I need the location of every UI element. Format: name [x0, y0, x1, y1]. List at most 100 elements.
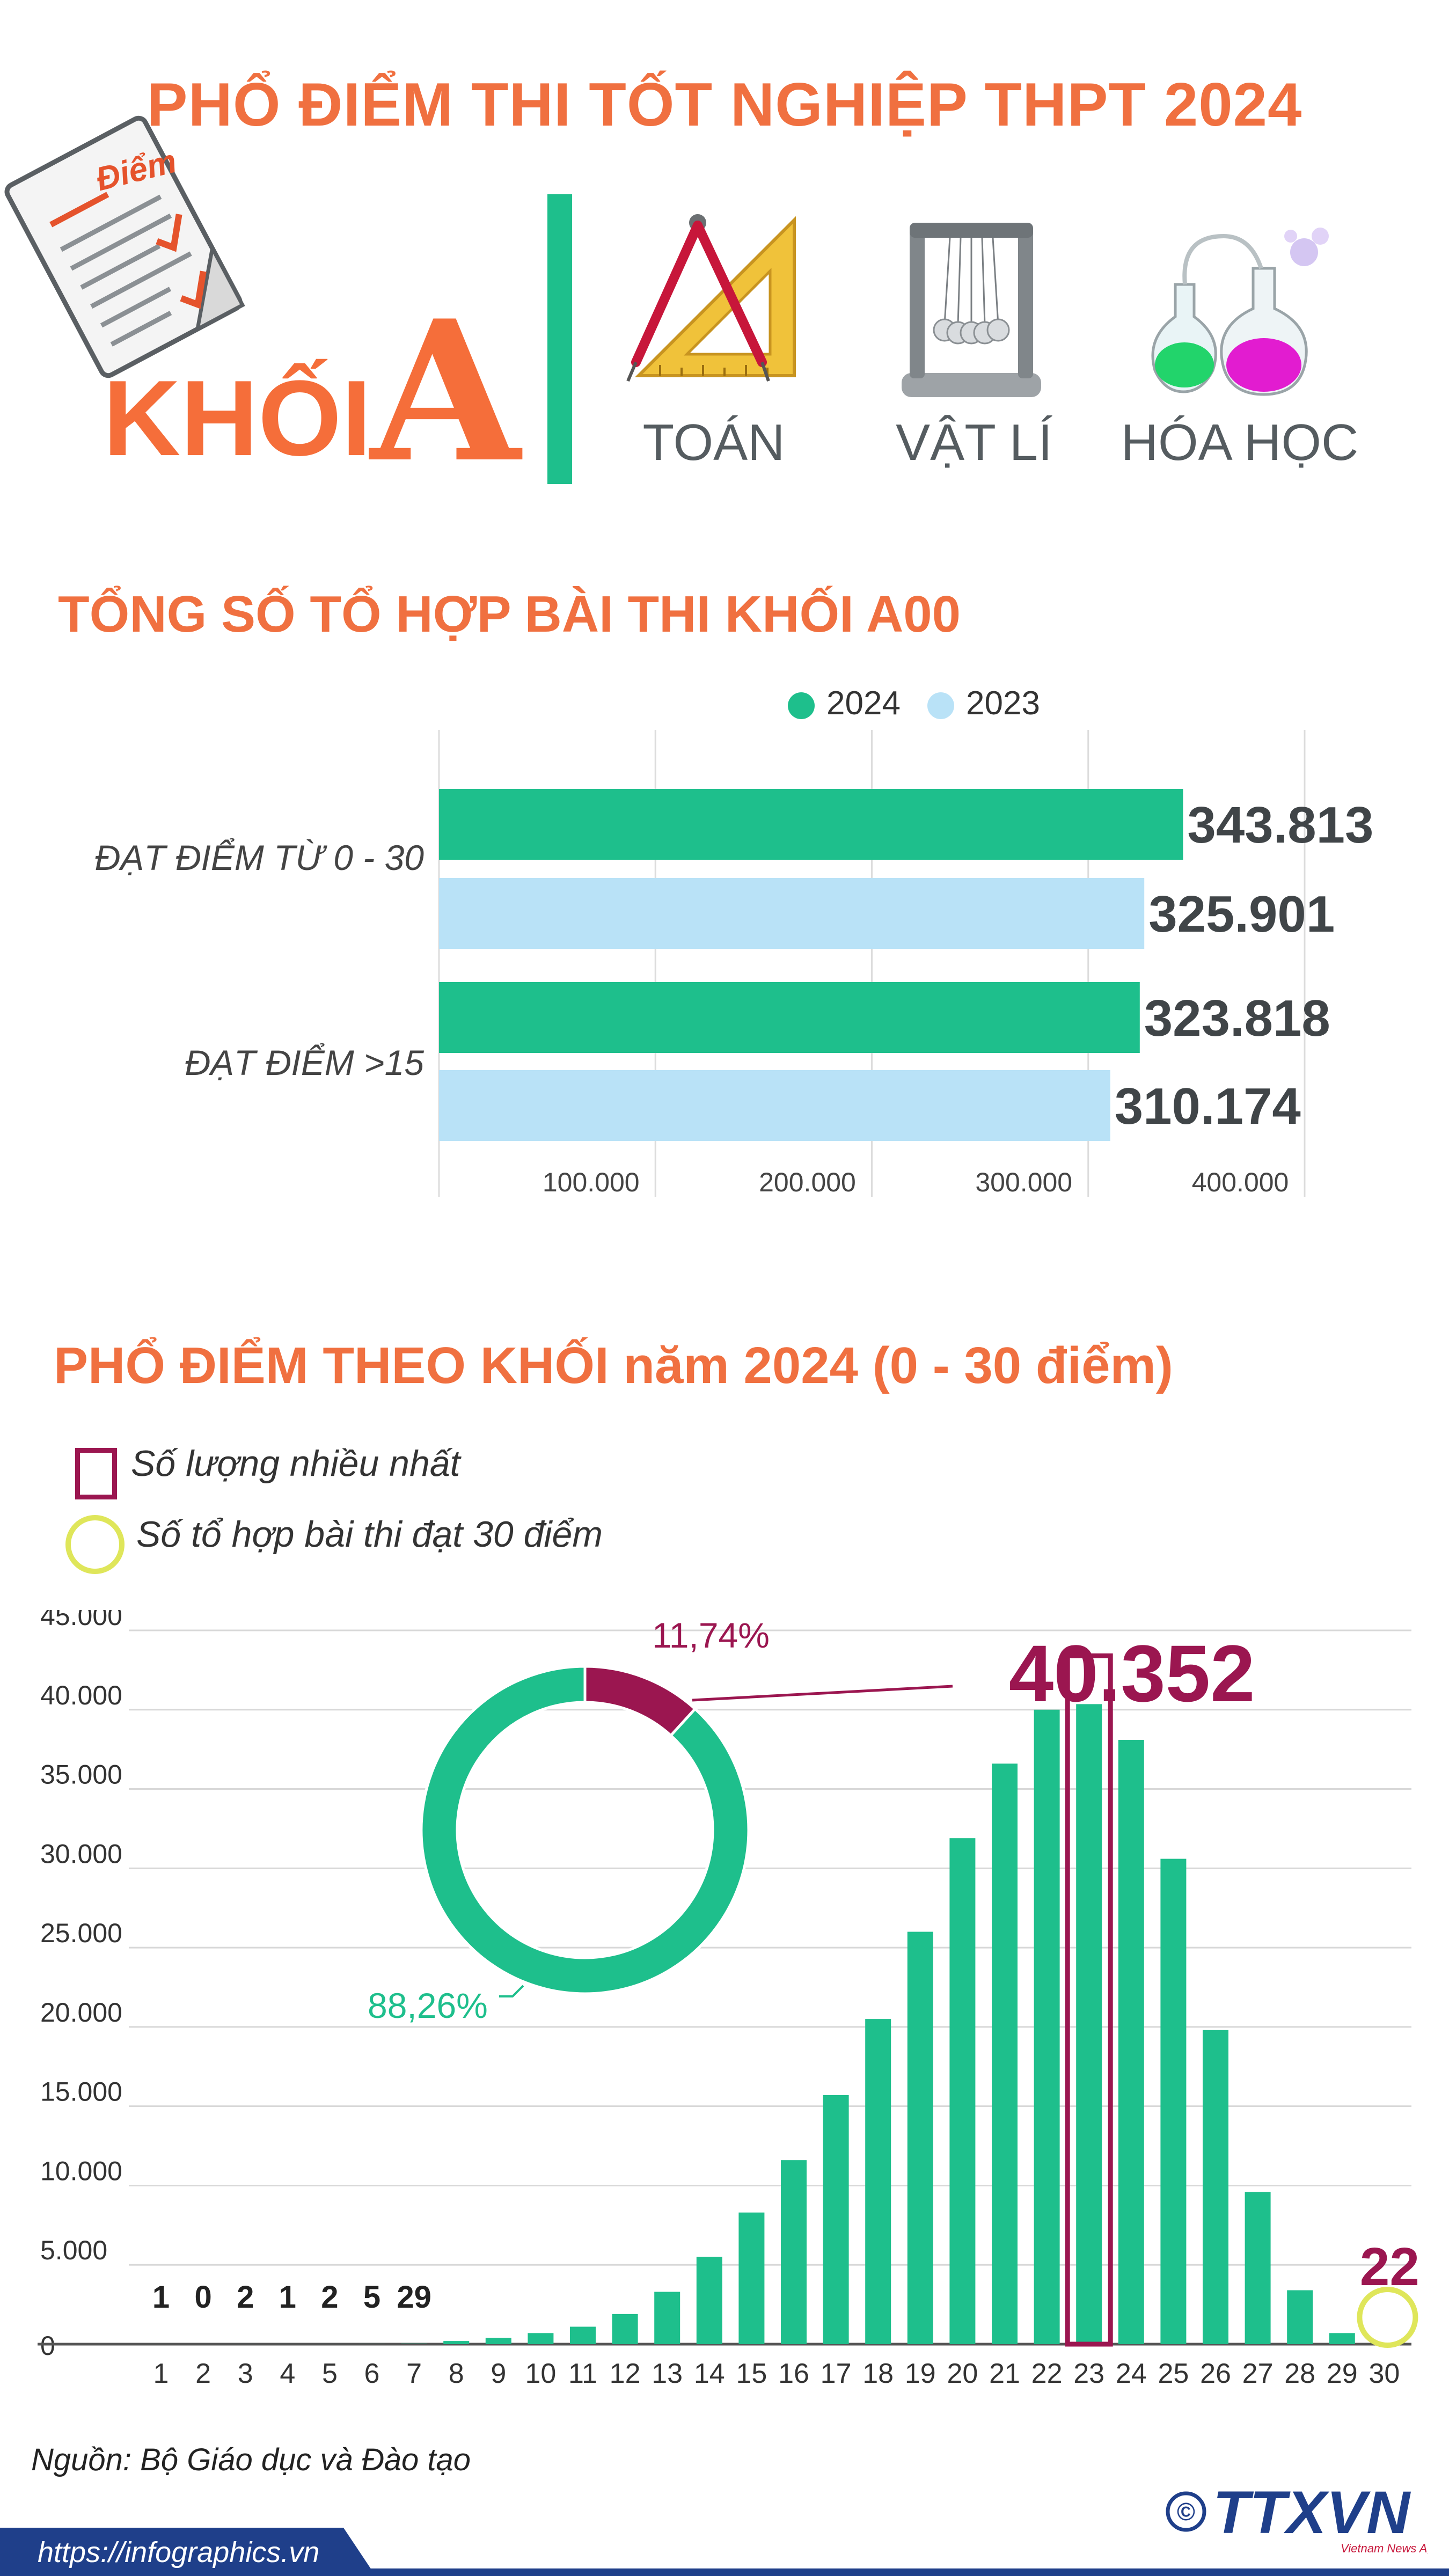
- vbar-bar-10: [528, 2333, 554, 2344]
- vbar-bar-29: [1329, 2333, 1355, 2344]
- vbar-bar-18: [865, 2019, 891, 2344]
- hbar-xtick: 300.000: [975, 1167, 1072, 1197]
- hbar-value-label: 343.813: [1187, 796, 1373, 854]
- vbar-bar-14: [696, 2257, 722, 2344]
- exam-paper-icon: [4, 115, 245, 378]
- hbar-value-label: 310.174: [1115, 1078, 1301, 1135]
- vbar-xtick: 18: [862, 2358, 894, 2389]
- section1-title: TỔNG SỐ TỔ HỢP BÀI THI KHỐI A00: [58, 586, 961, 643]
- max-highlight-box: [1065, 1653, 1113, 2347]
- vbar-ytick: 25.000: [40, 1918, 122, 1948]
- hbar-bar-2023: [439, 878, 1145, 949]
- vbar-xtick: 3: [238, 2358, 253, 2389]
- vbar-ytick: 5.000: [40, 2235, 107, 2265]
- vbar-bar-20: [949, 1838, 976, 2344]
- source-text: Nguồn: Bộ Giáo dục và Đào tạo: [31, 2442, 471, 2477]
- legend-30-ring: [65, 1514, 125, 1574]
- hbar-xtick: 100.000: [543, 1167, 640, 1197]
- legend-30-label: Số tổ hợp bài thi đạt 30 điểm: [136, 1514, 603, 1555]
- header-divider: [547, 194, 572, 484]
- vbar-bar-12: [612, 2314, 638, 2344]
- vbar-xtick: 13: [652, 2358, 683, 2389]
- vbar-bar-17: [823, 2095, 849, 2344]
- vbar-xtick: 16: [778, 2358, 809, 2389]
- legend-max-box: [75, 1447, 117, 1499]
- vbar-xtick: 10: [525, 2358, 556, 2389]
- hbar-value-label: 323.818: [1144, 990, 1330, 1047]
- footer-url[interactable]: https://infographics.vn: [38, 2536, 320, 2568]
- legend-30: Số tổ hợp bài thi đạt 30 điểm: [65, 1513, 603, 1574]
- score30-ring: [1357, 2287, 1418, 2348]
- vbar-bar-26: [1203, 2030, 1228, 2344]
- vbar-xtick: 20: [947, 2358, 978, 2389]
- vbar-xtick: 29: [1327, 2358, 1358, 2389]
- donut-slice-rest: [420, 1665, 750, 1995]
- vbar-bar-25: [1160, 1858, 1187, 2344]
- low-count-label: 1: [152, 2280, 170, 2315]
- bar-category-0-30: ĐẠT ĐIỂM TỪ 0 - 30: [94, 838, 424, 877]
- vbar-xtick: 28: [1284, 2358, 1315, 2389]
- vbar-xtick: 9: [491, 2358, 506, 2389]
- ttxvn-wordmark: TTXVN: [1213, 2479, 1411, 2546]
- ttxvn-sub: Vietnam News Agency: [1341, 2542, 1428, 2555]
- vbar-xtick: 15: [736, 2358, 767, 2389]
- vbar-xtick: 27: [1242, 2358, 1274, 2389]
- vbar-xtick: 1: [153, 2358, 169, 2389]
- score-distribution-chart: 0 5.000 10.000 15.000 20.000 25.000 30.000 35.0…: [38, 1610, 1419, 2389]
- legend-2024-label: 2024: [826, 685, 901, 722]
- subject-vat-li: VẬT LÍ: [896, 414, 1052, 471]
- low-count-label: 1: [279, 2280, 296, 2315]
- hbar-value-label: 325.901: [1148, 885, 1335, 943]
- low-count-label: 2: [321, 2280, 338, 2315]
- low-count-label: 5: [363, 2280, 380, 2315]
- vbar-ytick: 15.000: [40, 2077, 122, 2107]
- vbar-bar-9: [485, 2338, 511, 2344]
- vbar-bar-24: [1118, 1739, 1144, 2344]
- vbar-bar-15: [738, 2212, 765, 2344]
- vbar-ytick: 0: [40, 2331, 55, 2361]
- vbar-xtick: 12: [610, 2358, 641, 2389]
- vbar-xtick: 11: [568, 2358, 597, 2389]
- legend-2023: 2023: [927, 684, 1040, 722]
- vbar-bar-16: [781, 2160, 807, 2344]
- hbar-chart: 100.000 200.000 300.000 400.000 343.813 325.9…: [438, 730, 1373, 1197]
- khoi-letter: A: [370, 278, 521, 505]
- khoi-label: KHỐI: [103, 358, 371, 478]
- legend-dot-2024: [788, 692, 815, 719]
- subject-hoa-hoc: HÓA HỌC: [1121, 414, 1359, 471]
- vbar-bar-19: [907, 1931, 933, 2344]
- vbar-xtick: 2: [195, 2358, 211, 2389]
- compass-ruler-icon: [626, 214, 796, 382]
- vbar-xtick: 14: [694, 2358, 725, 2389]
- vbar-bar-11: [570, 2326, 596, 2344]
- donut-callout-line: [692, 1685, 953, 1702]
- score30-callout: 22: [1360, 2237, 1419, 2297]
- vbar-xtick: 6: [364, 2358, 380, 2389]
- vbar-xtick: 7: [406, 2358, 422, 2389]
- hbar-bar-2023: [439, 1070, 1110, 1141]
- vbar-xtick: 5: [322, 2358, 338, 2389]
- vbar-xtick: 4: [280, 2358, 295, 2389]
- legend-2023-label: 2023: [966, 685, 1040, 722]
- page-title: PHỔ ĐIỂM THI TỐT NGHIỆP THPT 2024: [147, 71, 1302, 139]
- vbar-xtick: 30: [1368, 2358, 1400, 2389]
- vbar-bar-21: [992, 1763, 1018, 2344]
- hbar-bar-2024: [439, 982, 1140, 1053]
- donut-label-rest: 88,26%: [368, 1986, 488, 2025]
- low-count-label: 0: [194, 2280, 211, 2315]
- vbar-xtick: 19: [905, 2358, 936, 2389]
- vbar-xtick: 25: [1158, 2358, 1189, 2389]
- legend-max: Số lượng nhiều nhất: [75, 1443, 460, 1499]
- vbar-ytick: 10.000: [40, 2156, 122, 2186]
- vbar-bar-23: [1076, 1704, 1102, 2344]
- vbar-bar-27: [1245, 2192, 1271, 2344]
- vbar-bar-28: [1287, 2290, 1313, 2344]
- newtons-cradle-icon: [902, 223, 1041, 397]
- vbar-ytick: 40.000: [40, 1680, 122, 1710]
- vbar-xtick: 21: [989, 2358, 1020, 2389]
- legend-max-label: Số lượng nhiều nhất: [131, 1443, 460, 1484]
- vbar-bar-13: [654, 2292, 680, 2344]
- vbar-ytick: 45.000: [40, 1610, 122, 1631]
- low-count-label: 29: [397, 2280, 431, 2315]
- vbar-xtick: 8: [449, 2358, 464, 2389]
